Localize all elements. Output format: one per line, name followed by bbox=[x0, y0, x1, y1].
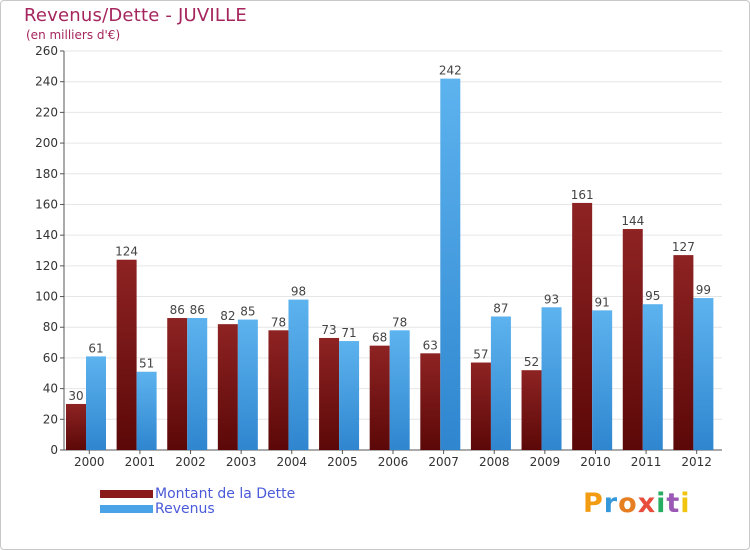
y-tick-label: 60 bbox=[43, 351, 58, 365]
data-label-revenus-2005: 71 bbox=[341, 326, 356, 340]
logo-letter: i bbox=[680, 488, 691, 519]
logo-letter: x bbox=[637, 488, 657, 519]
data-label-dette-2002: 86 bbox=[170, 303, 185, 317]
bar-revenus-2010 bbox=[592, 310, 613, 450]
bar-dette-2012 bbox=[673, 255, 694, 450]
bar-revenus-2012 bbox=[693, 298, 714, 450]
data-label-dette-2004: 78 bbox=[271, 315, 286, 329]
data-label-revenus-2010: 91 bbox=[595, 295, 610, 309]
data-label-revenus-2000: 61 bbox=[88, 341, 103, 355]
legend-swatch-dette bbox=[100, 490, 153, 498]
data-label-revenus-2004: 98 bbox=[291, 285, 306, 299]
data-label-dette-2012: 127 bbox=[672, 240, 695, 254]
legend-label-revenus: Revenus bbox=[155, 501, 215, 517]
y-tick-label: 200 bbox=[35, 136, 58, 150]
bar-revenus-2001 bbox=[136, 371, 157, 450]
chart-title: Revenus/Dette - JUVILLE bbox=[24, 5, 247, 26]
bar-dette-2006 bbox=[369, 345, 390, 450]
x-tick-label-2012: 2012 bbox=[681, 455, 712, 469]
bar-dette-2008 bbox=[470, 362, 491, 450]
bar-revenus-2008 bbox=[490, 316, 511, 450]
logo-letter: t bbox=[666, 488, 681, 519]
bar-revenus-2002 bbox=[187, 318, 208, 450]
x-tick-label-2008: 2008 bbox=[479, 455, 510, 469]
data-label-dette-2011: 144 bbox=[621, 214, 644, 228]
legend-label-dette: Montant de la Dette bbox=[155, 486, 296, 502]
bar-revenus-2005 bbox=[339, 341, 360, 450]
data-label-dette-2007: 63 bbox=[423, 338, 438, 352]
bar-revenus-2004 bbox=[288, 299, 309, 450]
y-tick-label: 80 bbox=[43, 320, 58, 334]
bar-dette-2009 bbox=[521, 370, 542, 450]
proxiti-logo: Proxiti bbox=[583, 488, 691, 519]
logo-letter: o bbox=[618, 488, 638, 519]
data-label-dette-2006: 68 bbox=[372, 331, 387, 345]
bar-dette-2010 bbox=[572, 202, 593, 450]
data-label-revenus-2011: 95 bbox=[645, 289, 660, 303]
bar-dette-2003 bbox=[217, 324, 238, 450]
data-label-dette-2000: 30 bbox=[68, 389, 83, 403]
y-tick-label: 20 bbox=[43, 412, 58, 426]
bar-dette-2001 bbox=[116, 259, 137, 450]
y-tick-label: 0 bbox=[50, 443, 58, 457]
logo-letter: i bbox=[656, 488, 667, 519]
x-tick-label-2011: 2011 bbox=[631, 455, 662, 469]
bar-dette-2000 bbox=[66, 403, 86, 450]
bar-revenus-2009 bbox=[541, 307, 562, 450]
data-label-revenus-2002: 86 bbox=[190, 303, 205, 317]
x-tick-label-2003: 2003 bbox=[226, 455, 257, 469]
bar-revenus-2011 bbox=[642, 304, 663, 450]
x-tick-label-2006: 2006 bbox=[378, 455, 409, 469]
data-label-revenus-2003: 85 bbox=[240, 305, 255, 319]
x-tick-label-2002: 2002 bbox=[175, 455, 206, 469]
bar-dette-2007 bbox=[420, 353, 441, 450]
data-label-dette-2005: 73 bbox=[321, 323, 336, 337]
y-tick-label: 140 bbox=[35, 228, 58, 242]
x-tick-label-2007: 2007 bbox=[428, 455, 459, 469]
data-label-dette-2008: 57 bbox=[473, 348, 488, 362]
data-label-revenus-2008: 87 bbox=[493, 301, 508, 315]
legend-swatch-revenus bbox=[100, 505, 153, 513]
y-tick-label: 240 bbox=[35, 75, 58, 89]
bar-dette-2005 bbox=[319, 337, 340, 450]
y-tick-label: 260 bbox=[35, 44, 58, 58]
data-label-revenus-2007: 242 bbox=[439, 64, 462, 78]
bar-dette-2002 bbox=[167, 318, 188, 450]
chart-subtitle: (en milliers d'€) bbox=[26, 28, 121, 42]
data-label-revenus-2012: 99 bbox=[696, 283, 711, 297]
x-tick-label-2001: 2001 bbox=[125, 455, 156, 469]
bar-revenus-2007 bbox=[440, 78, 461, 450]
logo-letter: r bbox=[603, 488, 619, 519]
bar-dette-2011 bbox=[622, 229, 643, 450]
data-label-dette-2001: 124 bbox=[115, 245, 138, 259]
data-label-dette-2003: 82 bbox=[220, 309, 235, 323]
x-tick-label-2005: 2005 bbox=[327, 455, 358, 469]
x-tick-label-2000: 2000 bbox=[74, 455, 105, 469]
data-label-dette-2010: 161 bbox=[571, 188, 594, 202]
data-label-revenus-2006: 78 bbox=[392, 315, 407, 329]
data-label-revenus-2009: 93 bbox=[544, 292, 559, 306]
bar-dette-2004 bbox=[268, 330, 289, 450]
logo-letter: P bbox=[583, 488, 604, 519]
data-label-dette-2009: 52 bbox=[524, 355, 539, 369]
bar-revenus-2006 bbox=[389, 330, 410, 450]
y-tick-label: 220 bbox=[35, 105, 58, 119]
y-tick-label: 120 bbox=[35, 259, 58, 273]
bar-revenus-2000 bbox=[86, 356, 106, 450]
bar-revenus-2003 bbox=[237, 319, 258, 450]
y-tick-label: 40 bbox=[43, 382, 58, 396]
y-tick-label: 100 bbox=[35, 290, 58, 304]
data-label-revenus-2001: 51 bbox=[139, 357, 154, 371]
x-tick-label-2009: 2009 bbox=[530, 455, 561, 469]
x-tick-label-2010: 2010 bbox=[580, 455, 611, 469]
x-tick-label-2004: 2004 bbox=[276, 455, 307, 469]
y-tick-label: 160 bbox=[35, 197, 58, 211]
y-tick-label: 180 bbox=[35, 167, 58, 181]
